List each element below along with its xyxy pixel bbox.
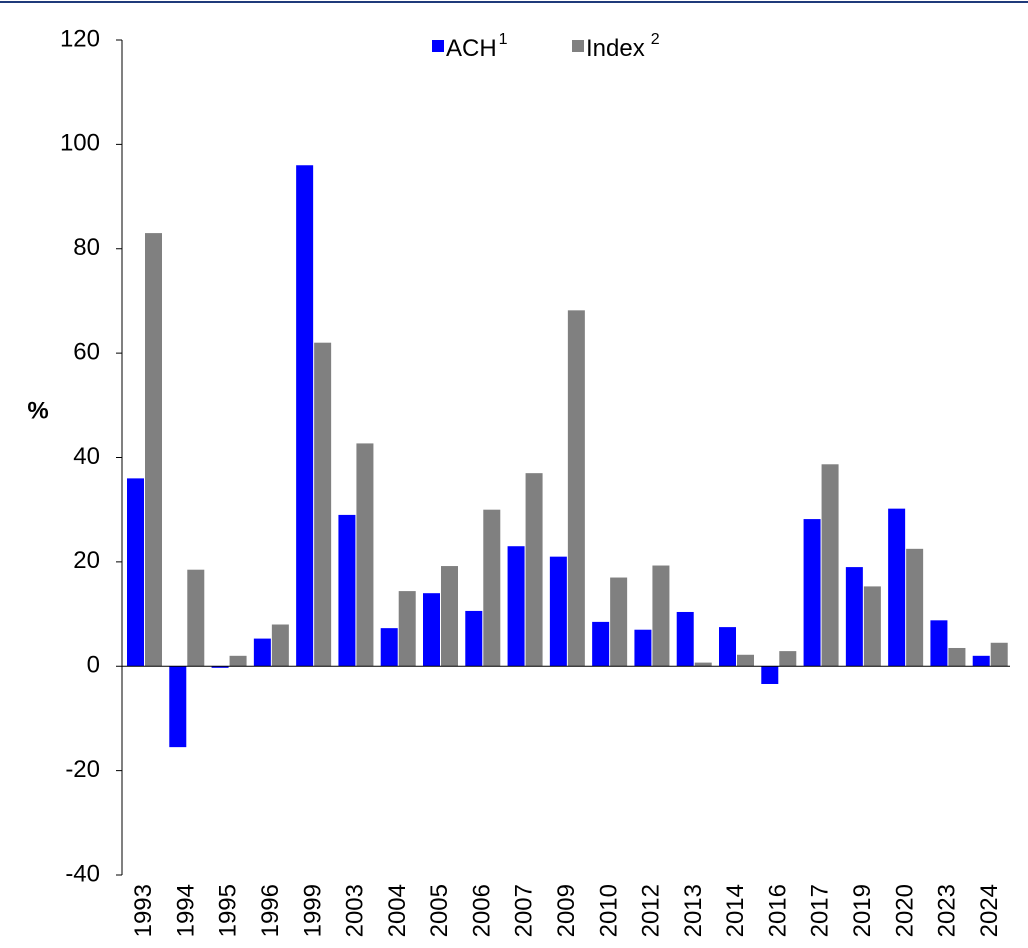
bar [761, 666, 779, 684]
legend-footnote: 1 [499, 31, 508, 48]
y-tick-label: 120 [60, 25, 100, 52]
bar [507, 546, 525, 667]
legend-footnote: 2 [651, 31, 660, 48]
legend-label: ACH [446, 35, 497, 62]
bar [948, 647, 966, 667]
x-tick-label: 2017 [807, 884, 834, 937]
bar [652, 565, 670, 667]
bar [906, 548, 924, 667]
legend-swatch [432, 40, 444, 52]
x-tick-label: 2020 [891, 884, 918, 937]
bar [737, 654, 754, 667]
x-tick-label: 2012 [638, 884, 665, 937]
bar [229, 655, 247, 667]
bar [930, 620, 948, 667]
bar [888, 508, 906, 667]
y-tick-label: -20 [65, 756, 100, 783]
bar [314, 342, 332, 667]
x-tick-label: 2014 [722, 884, 749, 937]
bar [187, 569, 205, 667]
bar [803, 519, 821, 667]
y-tick-label: 0 [87, 652, 100, 679]
bar [253, 638, 271, 667]
y-axis-label: % [27, 397, 48, 424]
bar [634, 629, 652, 667]
x-tick-label: 2013 [680, 884, 707, 937]
y-tick-label: 60 [73, 338, 100, 365]
bar [845, 567, 863, 667]
bar [694, 662, 712, 667]
bar [127, 478, 144, 667]
x-tick-label: 1993 [130, 884, 157, 937]
bar [398, 591, 416, 667]
bar [338, 514, 356, 667]
x-tick-label: 1999 [299, 884, 326, 937]
y-tick-label: 100 [60, 130, 100, 157]
bar [465, 610, 483, 667]
bar [990, 642, 1008, 667]
bar [296, 165, 314, 667]
legend-label: Index [586, 35, 645, 62]
x-tick-label: 2007 [511, 884, 538, 937]
x-tick-label: 1996 [257, 884, 284, 937]
bar [145, 233, 162, 667]
y-tick-label: 20 [73, 547, 100, 574]
bar [271, 624, 289, 667]
bar [380, 628, 398, 667]
bar [169, 666, 187, 748]
bar [423, 593, 440, 667]
bar [211, 666, 229, 668]
x-tick-label: 2024 [976, 884, 1003, 937]
x-tick-label: 2019 [849, 884, 876, 937]
bar [863, 586, 881, 667]
bar [592, 621, 610, 667]
bar [610, 577, 628, 667]
y-tick-label: -40 [65, 860, 100, 887]
x-tick-label: 2005 [426, 884, 453, 937]
bar [356, 443, 374, 667]
bar [567, 310, 585, 667]
x-tick-label: 2006 [468, 884, 495, 937]
y-tick-label: 80 [73, 234, 100, 261]
bar [549, 556, 567, 667]
x-tick-label: 2009 [553, 884, 580, 937]
bar [483, 509, 501, 667]
bar [972, 655, 990, 667]
x-tick-label: 2016 [764, 884, 791, 937]
y-tick-label: 40 [73, 443, 100, 470]
bar [821, 464, 839, 667]
x-tick-label: 1994 [172, 884, 199, 937]
x-tick-label: 2010 [595, 884, 622, 937]
legend-swatch [572, 40, 584, 52]
bar [719, 627, 736, 667]
bar [441, 566, 458, 667]
bar [525, 473, 543, 667]
bar [676, 611, 694, 667]
x-tick-label: 1995 [215, 884, 242, 937]
bar [779, 651, 797, 667]
x-tick-label: 2004 [384, 884, 411, 937]
x-tick-label: 2003 [342, 884, 369, 937]
x-tick-label: 2023 [934, 884, 961, 937]
